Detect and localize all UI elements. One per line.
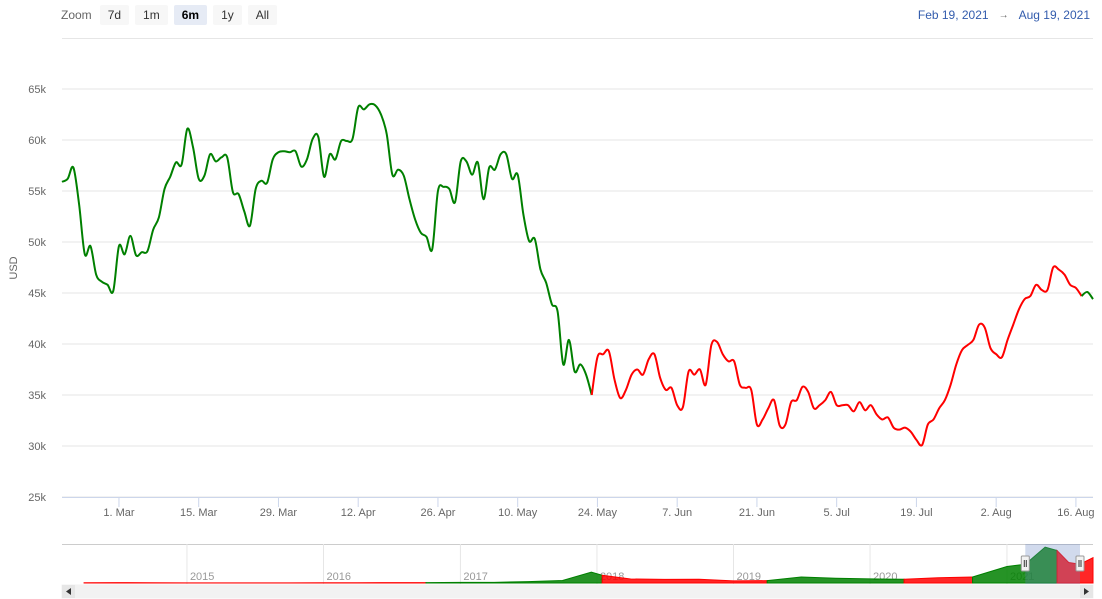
- x-tick-label: 10. May: [498, 507, 538, 519]
- x-tick-label: 2. Aug: [981, 507, 1012, 519]
- navigator-tick-label: 2016: [326, 571, 350, 583]
- x-tick-label: 7. Jun: [662, 507, 692, 519]
- x-tick-label: 26. Apr: [421, 507, 456, 519]
- scrollbar-track[interactable]: [61, 584, 1094, 599]
- price-line: [590, 265, 1083, 447]
- plot: 25k 30k 35k 40k 45k 50k 55k 60k 65k 1. Mar 15. Mar…: [28, 84, 1094, 519]
- y-tick-label: 65k: [28, 84, 46, 96]
- scrollbar-left-arrow: [66, 588, 71, 595]
- navigator-bg: [62, 544, 1093, 584]
- y-tick-label: 55k: [28, 186, 46, 198]
- navigator-handle[interactable]: [1020, 555, 1030, 572]
- navigator-tick-label: 2019: [736, 571, 760, 583]
- x-tick-label: 24. May: [578, 507, 618, 519]
- y-tick-label: 35k: [28, 390, 46, 402]
- navigator-tick-label: 2017: [463, 571, 487, 583]
- navigator-handle[interactable]: [1075, 555, 1085, 572]
- zoom-buttons: 7d 1m 6m 1y All: [94, 5, 278, 25]
- date-range: Feb 19, 2021 → Aug 19, 2021: [918, 4, 1090, 26]
- navigator-tick-label: 2015: [190, 571, 214, 583]
- x-tick-label: 29. Mar: [260, 507, 298, 519]
- y-tick-label: 60k: [28, 135, 46, 147]
- from-date[interactable]: Feb 19, 2021: [917, 8, 989, 22]
- zoom-button[interactable]: All: [247, 5, 278, 25]
- scrollbar-right-button[interactable]: [1080, 585, 1093, 598]
- navigator-area: [903, 576, 974, 584]
- zoom-label: Zoom: [61, 8, 92, 22]
- x-tick-label: 5. Jul: [824, 507, 850, 519]
- y-tick-label: 25k: [28, 492, 46, 504]
- scrollbar-left-button[interactable]: [62, 585, 75, 598]
- zoom-button[interactable]: 1y: [213, 5, 242, 25]
- navigator-tick-label: 2021: [1010, 571, 1034, 583]
- navigator-tick-label: 2018: [600, 571, 624, 583]
- x-tick-label: 15. Mar: [180, 507, 218, 519]
- scrollbar-thumb[interactable]: [1025, 585, 1080, 598]
- zoom-button[interactable]: 1m: [135, 5, 168, 25]
- range-arrow: →: [998, 9, 1009, 21]
- zoom-button[interactable]: 7d: [99, 5, 130, 25]
- navigator-area: [425, 571, 603, 584]
- navigator-area: [972, 546, 1058, 584]
- y-tick-label: 45k: [28, 288, 46, 300]
- y-axis-title: USD: [8, 256, 20, 279]
- x-tick-label: 16. Aug: [1057, 507, 1094, 519]
- y-tick-label: 40k: [28, 339, 46, 351]
- to-date[interactable]: Aug 19, 2021: [1018, 8, 1090, 22]
- price-line: [61, 102, 593, 396]
- x-tick-label: 21. Jun: [739, 507, 775, 519]
- zoom-button[interactable]: 6m: [173, 5, 208, 25]
- x-tick-label: 1. Mar: [103, 507, 135, 519]
- x-tick-label: 19. Jul: [900, 507, 932, 519]
- navigator: 2015 2016 2017 2018 2019 2020 2021: [83, 544, 1094, 598]
- navigator-area: [1056, 549, 1094, 584]
- navigator-area: [766, 576, 905, 584]
- y-tick-label: 30k: [28, 441, 46, 453]
- navigator-mask: [1025, 544, 1080, 584]
- y-tick-label: 50k: [28, 237, 46, 249]
- price-line: [1080, 290, 1094, 300]
- range-selector: Zoom 7d 1m 6m 1y All: [0, 4, 278, 26]
- navigator-tick-label: 2020: [873, 571, 897, 583]
- navigator-area: [601, 574, 768, 584]
- x-tick-label: 12. Apr: [341, 507, 376, 519]
- scrollbar-right-arrow: [1084, 588, 1089, 595]
